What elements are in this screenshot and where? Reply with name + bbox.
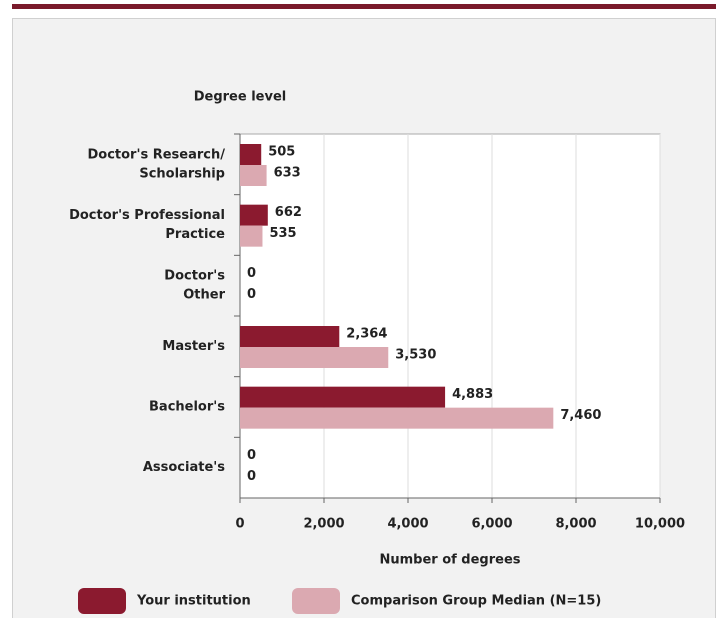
x-axis-label: Number of degrees	[379, 553, 520, 568]
bar	[240, 225, 263, 247]
bar	[240, 386, 446, 408]
legend-label: Comparison Group Median (N=15)	[351, 594, 601, 609]
value-label: 0	[247, 469, 256, 484]
value-label: 3,530	[395, 348, 436, 363]
y-tick-label: Practice	[165, 227, 225, 242]
value-label: 0	[247, 266, 256, 281]
x-tick-label: 2,000	[303, 517, 344, 532]
x-tick-label: 10,000	[635, 517, 685, 532]
value-label: 0	[247, 448, 256, 463]
x-tick-label: 4,000	[387, 517, 428, 532]
x-tick-label: 6,000	[471, 517, 512, 532]
value-label: 4,883	[452, 387, 493, 402]
y-tick-label: Bachelor's	[149, 400, 225, 415]
value-label: 662	[275, 205, 302, 220]
plot-area	[239, 133, 661, 499]
y-tick-label: Other	[183, 288, 225, 303]
value-label: 535	[269, 226, 296, 241]
y-tick-label: Master's	[162, 339, 225, 354]
x-tick-label: 0	[235, 517, 244, 532]
value-label: 0	[247, 287, 256, 302]
legend-swatch	[78, 588, 126, 614]
legend-label: Your institution	[136, 594, 251, 609]
bar	[240, 144, 262, 165]
bar	[240, 347, 389, 368]
value-label: 505	[268, 145, 295, 160]
bar	[240, 204, 268, 226]
bar	[240, 407, 554, 429]
value-label: 7,460	[560, 408, 601, 423]
top-bar	[12, 4, 716, 9]
value-label: 2,364	[346, 327, 387, 342]
y-tick-label: Doctor's Research/	[87, 147, 225, 162]
bar	[240, 165, 267, 186]
y-tick-label: Doctor's Professional	[69, 208, 225, 223]
y-tick-label: Associate's	[143, 460, 225, 475]
y-tick-label: Scholarship	[139, 166, 225, 181]
legend-swatch	[292, 588, 340, 614]
value-label: 633	[274, 166, 301, 181]
y-tick-label: Doctor's	[164, 269, 225, 284]
bar	[240, 326, 340, 347]
x-tick-label: 8,000	[555, 517, 596, 532]
y-axis-label: Degree level	[194, 90, 287, 105]
